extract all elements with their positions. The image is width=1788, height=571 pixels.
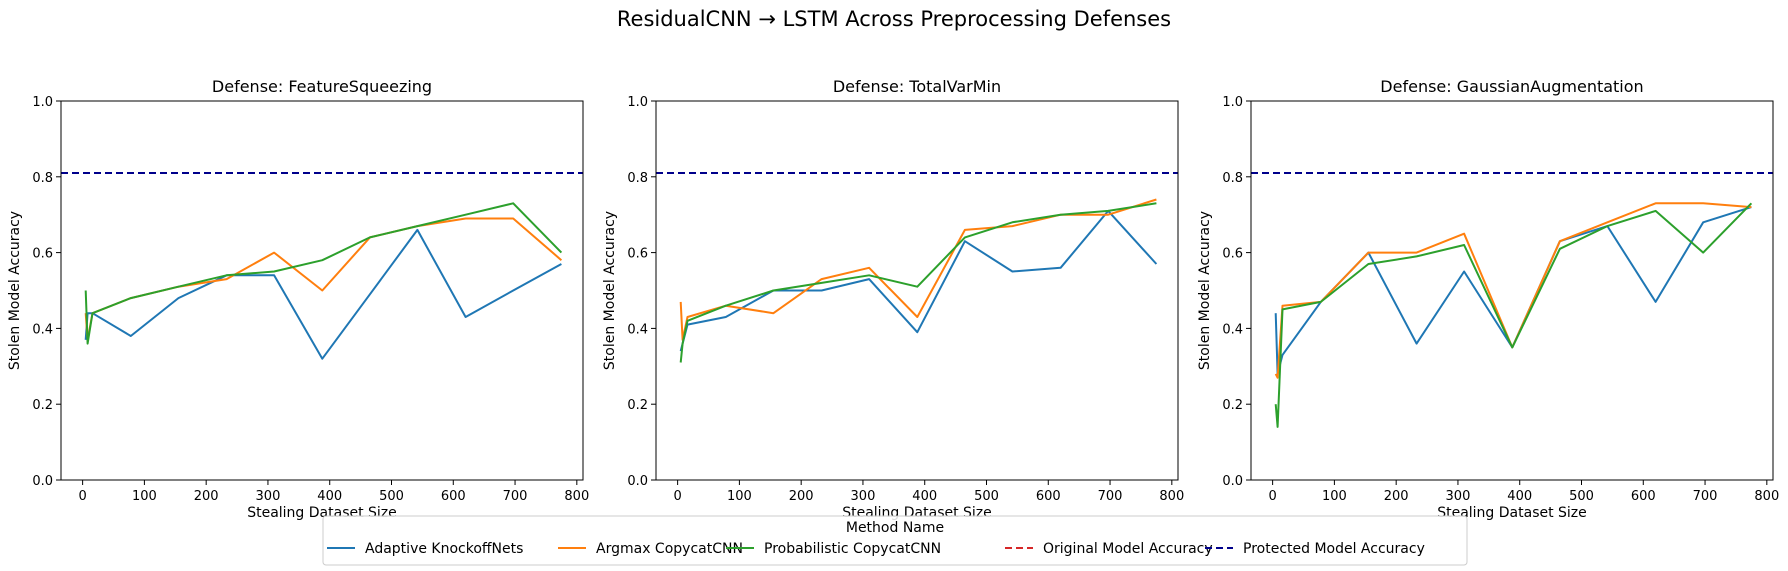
series-line-adaptive-knockoffnets: [84, 228, 562, 360]
y-tick-label: 0.6: [627, 247, 648, 262]
x-tick-label: 200: [1384, 489, 1409, 504]
legend-label: Probabilistic CopycatCNN: [764, 541, 941, 557]
x-axis-label: Stealing Dataset Size: [1437, 505, 1587, 521]
y-tick-label: 1.0: [1222, 95, 1243, 110]
plot-frame: [655, 100, 1179, 481]
series-line-argmax-copycatcnn: [84, 217, 563, 341]
x-tick-label: 700: [1098, 489, 1123, 504]
series-line-probabilistic-copycatcnn: [1274, 202, 1753, 428]
subplot-3: Defense: GaussianAugmentation 0.0 0.2 0.4 0.…: [1197, 77, 1779, 521]
x-tick-label: 600: [1036, 489, 1061, 504]
plot-area: [1251, 172, 1773, 428]
y-tick-label: 0.4: [32, 322, 53, 337]
legend-label: Original Model Accuracy: [1043, 541, 1213, 557]
y-axis-label: Stolen Model Accuracy: [1197, 211, 1213, 370]
plot-frame: [1250, 100, 1774, 481]
x-tick-label: 700: [503, 489, 528, 504]
y-tick-label: 0.6: [1222, 247, 1243, 262]
y-tick-label: 0.0: [32, 474, 53, 489]
y-tick-label: 0.2: [1222, 398, 1243, 413]
legend-entry-argmax-copycatcnn: Argmax CopycatCNN: [558, 541, 743, 557]
subplot-title: Defense: FeatureSqueezing: [212, 77, 432, 96]
y-axis-label: Stolen Model Accuracy: [602, 211, 618, 370]
x-tick-label: 100: [727, 489, 752, 504]
x-tick-label: 600: [441, 489, 466, 504]
series-line-probabilistic-copycatcnn: [84, 202, 563, 345]
x-tick-label: 800: [1159, 489, 1184, 504]
y-tick-label: 0.0: [627, 474, 648, 489]
series-line-argmax-copycatcnn: [679, 198, 1157, 341]
legend-entry-protected-model-accuracy: Protected Model Accuracy: [1205, 541, 1425, 557]
series-line-adaptive-knockoffnets: [1274, 206, 1752, 375]
subplot-title: Defense: TotalVarMin: [833, 77, 1001, 96]
y-tick-label: 0.8: [32, 171, 53, 186]
x-tick-label: 500: [1569, 489, 1594, 504]
y-tick-label: 1.0: [627, 95, 648, 110]
x-tick-label: 0: [1268, 489, 1276, 504]
y-tick-label: 0.4: [1222, 322, 1243, 337]
x-tick-label: 400: [912, 489, 937, 504]
x-tick-label: 500: [974, 489, 999, 504]
x-tick-label: 800: [1754, 489, 1779, 504]
x-tick-label: 800: [564, 489, 589, 504]
legend-entry-probabilistic-copycatcnn: Probabilistic CopycatCNN: [726, 541, 941, 557]
legend: Method Name Adaptive KnockoffNets Argmax C…: [322, 515, 1468, 566]
x-tick-label: 100: [1322, 489, 1347, 504]
x-tick-label: 600: [1631, 489, 1656, 504]
x-tick-label: 700: [1693, 489, 1718, 504]
subplot-2: Defense: TotalVarMin 0.0 0.2 0.4 0.6 0.8 1.0 0 1…: [602, 77, 1184, 521]
legend-box: [322, 515, 1468, 566]
x-tick-label: 300: [256, 489, 281, 504]
x-tick-label: 300: [851, 489, 876, 504]
plot-area: [656, 172, 1178, 363]
figure-title: ResidualCNN → LSTM Across Preprocessing …: [617, 7, 1171, 31]
y-axis-label: Stolen Model Accuracy: [7, 211, 23, 370]
y-tick-label: 0.4: [627, 322, 648, 337]
x-tick-label: 0: [673, 489, 681, 504]
y-tick-label: 0.2: [32, 398, 53, 413]
x-tick-label: 200: [194, 489, 219, 504]
legend-label: Protected Model Accuracy: [1243, 541, 1425, 557]
legend-entry-original-model-accuracy: Original Model Accuracy: [1005, 541, 1213, 557]
x-tick-label: 0: [78, 489, 86, 504]
x-tick-label: 200: [789, 489, 814, 504]
y-tick-label: 0.6: [32, 247, 53, 262]
y-tick-label: 1.0: [32, 95, 53, 110]
plot-frame: [60, 100, 584, 481]
series-line-adaptive-knockoffnets: [679, 209, 1158, 352]
legend-entry-adaptive-knockoffnets: Adaptive KnockoffNets: [327, 541, 523, 557]
y-tick-label: 0.8: [627, 171, 648, 186]
series-line-argmax-copycatcnn: [1274, 202, 1752, 379]
subplot-1: Defense: FeatureSqueezing 0.0 0.2 0.4 0.6 0.8…: [7, 77, 589, 521]
x-tick-label: 400: [317, 489, 342, 504]
legend-title: Method Name: [846, 520, 944, 536]
plot-area: [61, 172, 583, 360]
x-tick-label: 100: [132, 489, 157, 504]
x-tick-label: 500: [379, 489, 404, 504]
series-line-probabilistic-copycatcnn: [679, 202, 1157, 363]
subplots: Defense: FeatureSqueezing 0.0 0.2 0.4 0.6 0.8…: [7, 77, 1779, 521]
y-tick-label: 0.8: [1222, 171, 1243, 186]
y-tick-label: 0.2: [627, 398, 648, 413]
legend-label: Argmax CopycatCNN: [596, 541, 743, 557]
y-tick-label: 0.0: [1222, 474, 1243, 489]
x-tick-label: 400: [1507, 489, 1532, 504]
x-tick-label: 300: [1446, 489, 1471, 504]
legend-label: Adaptive KnockoffNets: [365, 541, 523, 557]
subplot-title: Defense: GaussianAugmentation: [1380, 77, 1643, 96]
